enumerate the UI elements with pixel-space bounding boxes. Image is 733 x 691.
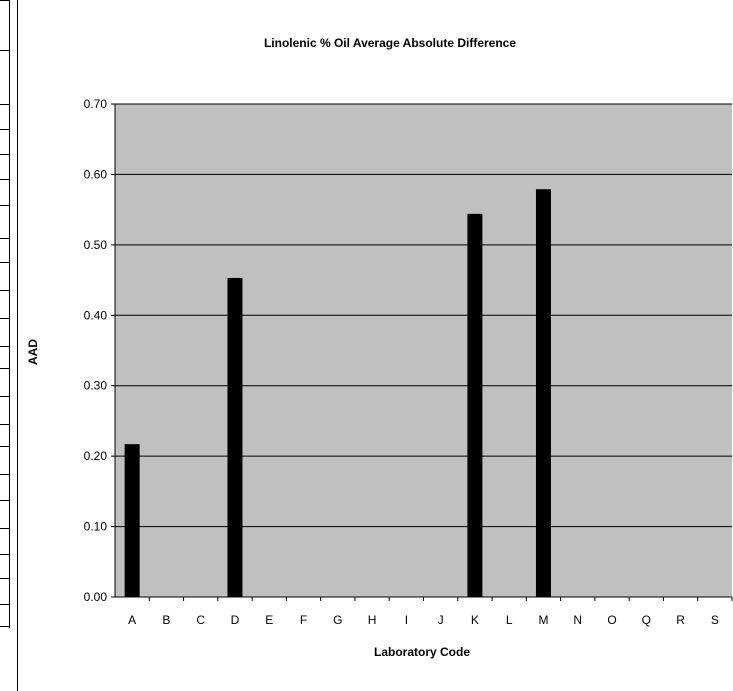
bar-A bbox=[124, 444, 140, 597]
gutter-border bbox=[9, 0, 10, 628]
gutter-line bbox=[0, 262, 10, 263]
gutter-line bbox=[0, 554, 10, 555]
x-tick-label: H bbox=[368, 613, 377, 627]
plot-area bbox=[115, 104, 732, 597]
y-tick-label: 0.10 bbox=[84, 520, 108, 534]
x-tick-label: A bbox=[128, 613, 136, 627]
x-tick-label: K bbox=[471, 613, 479, 627]
x-tick-label: Q bbox=[642, 613, 651, 627]
gutter-line bbox=[0, 50, 10, 51]
bar-K bbox=[467, 213, 483, 597]
y-axis-label: AAD bbox=[26, 339, 40, 365]
x-tick-label: M bbox=[538, 613, 548, 627]
gutter-line bbox=[0, 346, 10, 347]
y-tick-label: 0.60 bbox=[84, 167, 108, 181]
gutter-line bbox=[0, 205, 10, 206]
x-tick-label: N bbox=[573, 613, 582, 627]
x-tick-label: F bbox=[300, 613, 307, 627]
bar-D bbox=[227, 277, 243, 597]
gutter-line bbox=[0, 446, 10, 447]
gutter-line bbox=[0, 154, 10, 155]
gutter-line bbox=[0, 104, 10, 105]
gutter-line bbox=[0, 129, 10, 130]
x-tick-label: G bbox=[333, 613, 342, 627]
gutter-line bbox=[0, 238, 10, 239]
x-tick-label: O bbox=[607, 613, 616, 627]
gutter-line bbox=[0, 578, 10, 579]
gutter-line bbox=[0, 424, 10, 425]
chart-frame-left-edge bbox=[17, 0, 18, 691]
gutter-line bbox=[0, 179, 10, 180]
gutter-line bbox=[0, 528, 10, 529]
x-tick-label: C bbox=[196, 613, 205, 627]
chart-title: Linolenic % Oil Average Absolute Differe… bbox=[264, 36, 516, 50]
gutter-line bbox=[0, 396, 10, 397]
x-tick-label: I bbox=[405, 613, 408, 627]
x-tick-label: E bbox=[265, 613, 273, 627]
gutter-line bbox=[0, 474, 10, 475]
bar-M bbox=[535, 189, 551, 597]
x-axis-label: Laboratory Code bbox=[374, 645, 470, 659]
x-tick-label: J bbox=[438, 613, 444, 627]
y-tick-label: 0.20 bbox=[84, 449, 108, 463]
y-tick-label: 0.40 bbox=[84, 308, 108, 322]
gutter-line bbox=[0, 626, 10, 627]
gutter-line bbox=[0, 368, 10, 369]
x-tick-label: D bbox=[231, 613, 240, 627]
y-tick-label: 0.50 bbox=[84, 238, 108, 252]
x-tick-label: S bbox=[711, 613, 719, 627]
x-tick-label: R bbox=[676, 613, 685, 627]
gridlines bbox=[115, 103, 732, 528]
x-tick-label: B bbox=[162, 613, 170, 627]
gutter-line bbox=[0, 0, 10, 1]
gutter-line bbox=[0, 318, 10, 319]
bars bbox=[124, 189, 551, 597]
left-gutter bbox=[0, 0, 10, 628]
gutter-line bbox=[0, 500, 10, 501]
y-tick-label: 0.70 bbox=[84, 97, 108, 111]
gutter-line bbox=[0, 290, 10, 291]
y-tick-label: 0.30 bbox=[84, 379, 108, 393]
gutter-line bbox=[0, 604, 10, 605]
x-tick-label: L bbox=[506, 613, 513, 627]
y-tick-label: 0.00 bbox=[84, 590, 108, 604]
y-tick-labels: 0.00 0.10 0.20 0.30 0.40 0.50 0.60 0.70 bbox=[84, 97, 115, 604]
